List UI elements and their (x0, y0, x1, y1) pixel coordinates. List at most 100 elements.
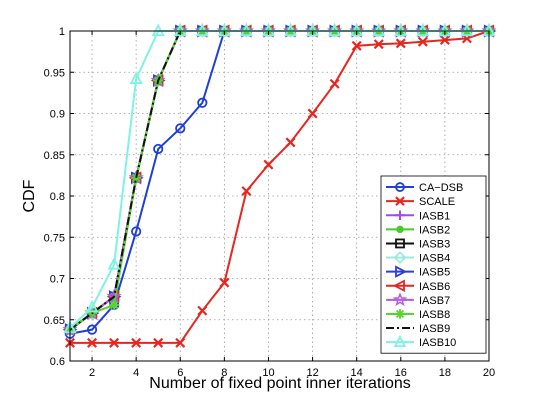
y-tick-label: 0.6 (50, 356, 65, 368)
y-tick-label: 0.85 (44, 150, 65, 162)
data-point (131, 337, 142, 348)
data-point (195, 23, 209, 37)
series-iasb9 (69, 30, 489, 331)
data-point (395, 210, 405, 221)
x-tick-label: 4 (133, 367, 139, 379)
legend-label: IASB8 (419, 309, 450, 321)
data-point (417, 36, 428, 47)
legend-label: IASB4 (419, 253, 450, 265)
legend-label: IASB3 (419, 238, 450, 250)
y-tick-label: 0.8 (50, 191, 65, 203)
legend-label: IASB6 (419, 281, 450, 293)
data-point (239, 23, 253, 37)
data-point (109, 299, 120, 310)
data-point (197, 305, 208, 316)
data-point (329, 78, 340, 89)
data-point (460, 23, 474, 37)
y-tick-label: 0.9 (50, 109, 65, 121)
data-point (131, 226, 142, 237)
x-tick-label: 12 (306, 367, 318, 379)
legend-label: IASB7 (419, 295, 450, 307)
data-point (175, 123, 186, 134)
data-point (395, 182, 405, 192)
data-point (107, 257, 121, 270)
data-point (395, 196, 405, 206)
data-point (328, 23, 342, 37)
data-point (395, 38, 406, 49)
legend-label: IASB5 (419, 267, 450, 279)
data-point (263, 159, 274, 170)
data-point (395, 309, 405, 319)
data-point (393, 335, 407, 348)
x-tick-label: 2 (89, 367, 95, 379)
series-line (70, 30, 490, 344)
data-point (395, 265, 408, 278)
legend-item: IASB6 (386, 279, 450, 293)
data-point (86, 324, 98, 335)
legend-box (380, 175, 487, 354)
data-point (373, 39, 384, 50)
data-point (396, 225, 404, 234)
data-point (307, 108, 318, 119)
legend-item: IASB2 (386, 224, 450, 236)
y-tick-label: 0.65 (44, 315, 65, 327)
y-tick-label: 0.7 (50, 274, 65, 286)
legend-label: IASB9 (419, 323, 450, 335)
data-point (153, 143, 164, 155)
x-tick-label: 16 (395, 367, 407, 379)
data-point (85, 299, 99, 313)
data-point (153, 337, 164, 348)
legend-label: IASB10 (419, 337, 456, 349)
legend-item: IASB8 (386, 309, 450, 321)
data-point (351, 40, 362, 51)
legend-item: IASB10 (386, 335, 456, 349)
data-point (438, 23, 452, 37)
data-point (87, 337, 98, 348)
data-point (350, 23, 364, 37)
data-point (306, 23, 320, 37)
x-tick-label: 14 (351, 367, 363, 379)
legend-item: CA−DSB (386, 182, 463, 194)
y-tick-label: 0.75 (44, 232, 65, 244)
legend-item: IASB9 (386, 323, 450, 335)
data-point (109, 337, 120, 348)
x-tick-label: 10 (262, 367, 274, 379)
y-tick-label: 1 (59, 26, 65, 38)
data-point (173, 23, 187, 37)
data-point (439, 35, 450, 46)
data-point (284, 23, 298, 37)
data-point (261, 23, 275, 37)
legend-item: IASB5 (386, 265, 450, 279)
legend: CA−DSB SCALE IASB1 IASB2 IASB3 IASB4 IASB5 IASB… (380, 175, 487, 354)
x-tick-label: 6 (177, 367, 183, 379)
legend-item: IASB3 (386, 238, 450, 250)
data-point (219, 277, 230, 288)
x-tick-label: 20 (483, 367, 495, 379)
legend-label: IASB2 (419, 224, 450, 236)
data-point (285, 137, 296, 148)
legend-item: IASB7 (386, 292, 450, 307)
legend-label: CA−DSB (419, 182, 463, 194)
data-point (392, 279, 405, 293)
legend-label: IASB1 (419, 210, 450, 222)
data-point (175, 337, 186, 348)
data-point (393, 251, 407, 265)
data-point (241, 186, 252, 197)
y-axis-label: CDF (21, 179, 38, 212)
data-point (151, 23, 165, 37)
data-point (395, 238, 405, 249)
data-point (129, 71, 143, 84)
data-point (416, 23, 430, 37)
x-tick-label: 18 (439, 367, 451, 379)
x-tick-label: 8 (221, 367, 227, 379)
data-point (217, 23, 231, 37)
data-point (392, 292, 408, 307)
series-line (69, 30, 489, 331)
data-point (394, 23, 408, 37)
legend-item: IASB4 (386, 251, 450, 265)
data-point (131, 172, 142, 183)
axis-ticks: 2 4 6 8 10 12 14 16 18 20 0.6 0.65 0.7 0.75 0.8 0.85 0.9… (44, 26, 496, 379)
legend-item: SCALE (386, 196, 455, 208)
data-point (372, 23, 386, 37)
